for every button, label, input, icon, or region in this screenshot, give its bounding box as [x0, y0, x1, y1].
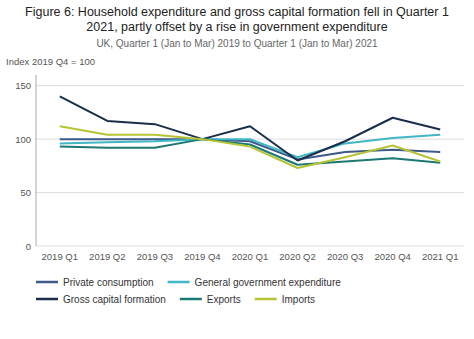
legend-item: Imports [255, 294, 315, 305]
x-tick-label: 2021 Q1 [422, 251, 458, 262]
legend-item: Private consumption [36, 277, 154, 288]
x-tick-label: 2020 Q4 [374, 251, 410, 262]
legend-swatch [180, 298, 202, 301]
x-tick-label: 2019 Q1 [42, 251, 78, 262]
legend-swatch [255, 298, 277, 301]
legend-label: Exports [207, 294, 241, 305]
y-tick-label: 50 [20, 187, 31, 198]
y-axis-label: Index 2019 Q4 = 100 [6, 56, 95, 67]
legend-swatch [36, 281, 58, 284]
legend-item: Exports [180, 294, 241, 305]
grid-line [36, 246, 464, 247]
x-tick-label: 2019 Q4 [184, 251, 220, 262]
lines [60, 96, 440, 168]
legend-label: Imports [282, 294, 315, 305]
x-tick-label: 2020 Q1 [232, 251, 268, 262]
legend-item: General government expenditure [168, 277, 342, 288]
subtitle: UK, Quarter 1 (Jan to Mar) 2019 to Quart… [96, 38, 378, 49]
x-tick-label: 2019 Q2 [89, 251, 125, 262]
legend-swatch [168, 281, 190, 284]
title: Figure 6: Household expenditure and gros… [25, 5, 449, 34]
series-line [60, 139, 440, 165]
y-axis-line [36, 75, 37, 246]
legend-item: Gross capital formation [36, 294, 166, 305]
grid-line [36, 192, 464, 193]
series-line [60, 96, 440, 160]
legend: Private consumption General government ex… [36, 277, 341, 305]
series-line [60, 126, 440, 168]
legend-label: Private consumption [63, 277, 154, 288]
legend-swatch [36, 298, 58, 301]
x-tick-label: 2020 Q3 [327, 251, 363, 262]
grid-line [36, 85, 464, 86]
x-tick-label: 2020 Q2 [279, 251, 315, 262]
y-tick-label: 0 [26, 241, 31, 252]
y-tick-label: 150 [15, 80, 31, 91]
y-tick-label: 100 [15, 134, 31, 145]
x-tick-label: 2019 Q3 [137, 251, 173, 262]
legend-label: General government expenditure [195, 277, 342, 288]
legend-label: Gross capital formation [63, 294, 166, 305]
grid [36, 86, 464, 246]
chart: Figure 6: Household expenditure and gros… [0, 0, 474, 339]
